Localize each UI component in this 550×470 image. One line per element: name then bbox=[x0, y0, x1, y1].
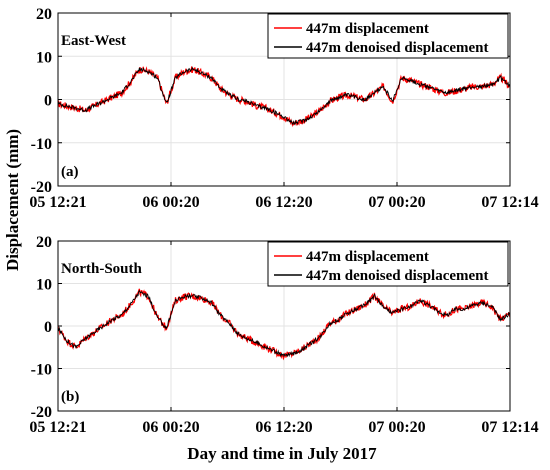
chart-panels: -20 -10 0 10 20 05 12:21 06 00:20 06 12:20 07 00… bbox=[29, 6, 538, 436]
figure-xlabel: Day and time in July 2017 bbox=[187, 444, 377, 463]
y-tick-label-4: 20 bbox=[36, 6, 52, 23]
legend-entry-1: 447m denoised displacement bbox=[306, 40, 489, 56]
series-line-1 bbox=[57, 289, 511, 358]
panel-label: (a) bbox=[61, 164, 79, 180]
panel-label: (b) bbox=[61, 389, 79, 405]
y-tick-label-2: 0 bbox=[44, 93, 52, 110]
y-tick-label-0: -20 bbox=[31, 404, 52, 421]
y-tick-label-3: 10 bbox=[36, 49, 52, 66]
y-tick-label-0: -20 bbox=[31, 179, 52, 196]
y-tick-label-3: 10 bbox=[36, 277, 52, 294]
x-tick-label-0: 05 12:21 bbox=[29, 194, 86, 211]
x-tick-label-1: 06 00:20 bbox=[142, 419, 199, 436]
y-tick-label-4: 20 bbox=[36, 234, 52, 251]
y-tick-label-1: -10 bbox=[31, 362, 52, 379]
legend-entry-0: 447m displacement bbox=[306, 249, 429, 265]
panel-annotation: North-South bbox=[61, 261, 143, 277]
x-tick-label-0: 05 12:21 bbox=[29, 419, 86, 436]
x-tick-label-4: 07 12:14 bbox=[481, 419, 538, 436]
series-line-0 bbox=[58, 66, 511, 128]
panel-a: -20 -10 0 10 20 05 12:21 06 00:20 06 12:20 07 00… bbox=[29, 6, 538, 211]
legend-box bbox=[267, 241, 509, 287]
x-tick-label-3: 07 00:20 bbox=[368, 194, 425, 211]
figure-ylabel: Displacement (mm) bbox=[3, 129, 22, 271]
panel-b: -20 -10 0 10 20 05 12:21 06 00:20 06 12:20 07 00… bbox=[29, 234, 538, 436]
legend-box bbox=[267, 13, 509, 59]
legend-entry-0: 447m displacement bbox=[306, 21, 429, 37]
y-tick-label-1: -10 bbox=[31, 136, 52, 153]
panel-annotation: East-West bbox=[61, 33, 126, 49]
legend-entry-1: 447m denoised displacement bbox=[306, 268, 489, 284]
x-tick-label-3: 07 00:20 bbox=[368, 419, 425, 436]
y-tick-label-2: 0 bbox=[44, 319, 52, 336]
x-tick-label-2: 06 12:20 bbox=[255, 194, 312, 211]
x-tick-label-2: 06 12:20 bbox=[255, 419, 312, 436]
x-tick-label-4: 07 12:14 bbox=[481, 194, 538, 211]
x-tick-label-1: 06 00:20 bbox=[142, 194, 199, 211]
series-line-1 bbox=[57, 66, 511, 126]
series-line-0 bbox=[57, 288, 511, 361]
